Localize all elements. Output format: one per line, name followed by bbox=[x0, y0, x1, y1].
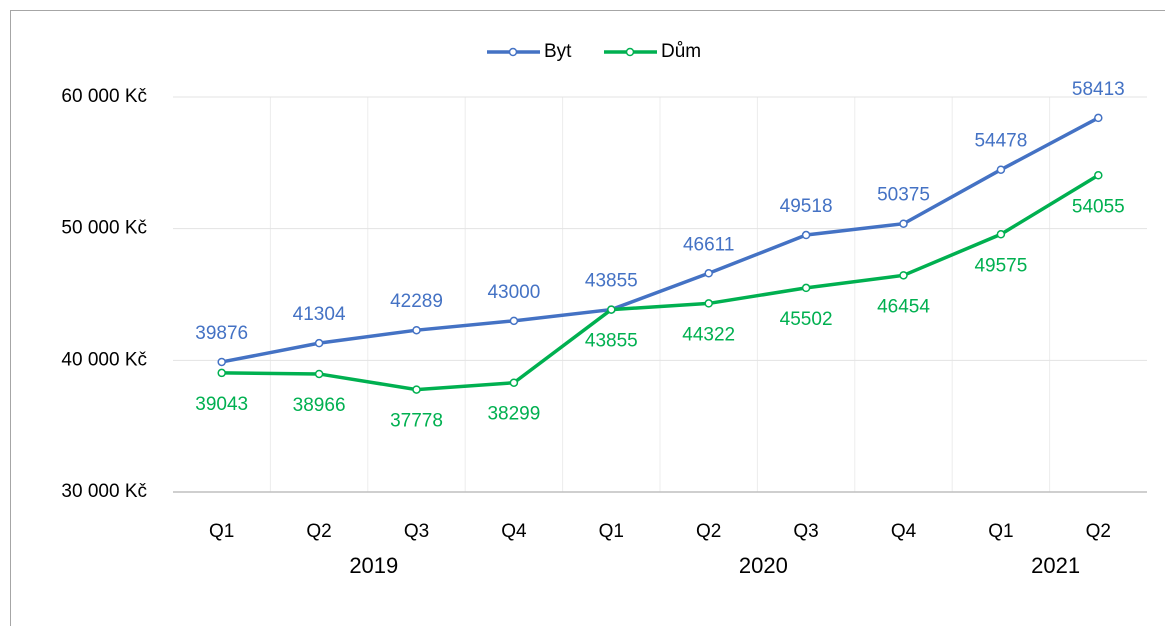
y-tick-label: 60 000 Kč bbox=[61, 86, 147, 107]
data-label: 43855 bbox=[585, 271, 638, 292]
data-point bbox=[412, 325, 421, 335]
legend-marker bbox=[625, 47, 635, 57]
data-label: 58413 bbox=[1072, 79, 1125, 100]
data-label: 37778 bbox=[390, 411, 443, 432]
data-point bbox=[314, 369, 324, 379]
data-label: 44322 bbox=[682, 324, 735, 345]
x-tick-label: Q3 bbox=[404, 521, 429, 542]
data-point bbox=[217, 368, 226, 378]
data-point bbox=[217, 357, 226, 367]
x-tick-label: Q2 bbox=[306, 521, 331, 542]
data-label: 41304 bbox=[293, 304, 346, 325]
data-point bbox=[996, 165, 1006, 174]
data-label: 38299 bbox=[487, 404, 540, 425]
chart-border bbox=[10, 10, 1165, 626]
series-line bbox=[221, 173, 1100, 392]
data-label: 46611 bbox=[683, 234, 734, 255]
data-point bbox=[704, 299, 713, 308]
x-tick-label: Q2 bbox=[696, 521, 721, 542]
data-label: 50375 bbox=[877, 185, 930, 206]
data-label: 43000 bbox=[487, 282, 540, 303]
data-point bbox=[801, 230, 811, 240]
data-label: 43855 bbox=[585, 331, 638, 352]
data-label: 45502 bbox=[780, 309, 833, 330]
x-tick-label: Q2 bbox=[1086, 521, 1111, 542]
y-tick-label: 50 000 Kč bbox=[61, 218, 147, 239]
legend-marker bbox=[508, 47, 518, 57]
x-tick-label: Q3 bbox=[793, 521, 818, 542]
data-point bbox=[607, 305, 616, 314]
series-line bbox=[221, 116, 1100, 364]
data-point bbox=[1094, 113, 1103, 123]
x-tick-label: Q1 bbox=[988, 521, 1013, 542]
x-tick-label: Q4 bbox=[501, 521, 527, 542]
data-point bbox=[314, 338, 324, 348]
x-tick-label: Q1 bbox=[599, 521, 624, 542]
data-point bbox=[899, 271, 908, 280]
data-label: 39876 bbox=[195, 323, 248, 344]
data-label: 39043 bbox=[195, 394, 248, 415]
data-label: 49518 bbox=[780, 196, 833, 217]
x-tick-label: Q4 bbox=[891, 521, 917, 542]
y-tick-label: 40 000 Kč bbox=[61, 349, 147, 370]
data-label: 54478 bbox=[974, 131, 1027, 152]
x-group-label: 2019 bbox=[349, 553, 398, 578]
data-point bbox=[801, 283, 811, 293]
y-tick-label: 30 000 Kč bbox=[61, 481, 147, 502]
data-point bbox=[899, 219, 908, 228]
legend-label: Byt bbox=[544, 41, 572, 62]
x-group-label: 2020 bbox=[739, 553, 788, 578]
data-point bbox=[996, 230, 1006, 239]
data-label: 54055 bbox=[1072, 196, 1125, 217]
data-point bbox=[509, 316, 519, 326]
data-point bbox=[509, 378, 519, 387]
legend-label: Dům bbox=[661, 41, 701, 62]
x-group-label: 2021 bbox=[1031, 553, 1080, 578]
x-tick-label: Q1 bbox=[209, 521, 234, 542]
data-point bbox=[412, 385, 421, 394]
data-point bbox=[704, 269, 713, 278]
data-label: 38966 bbox=[293, 395, 346, 416]
data-label: 42289 bbox=[390, 291, 443, 312]
data-label: 49575 bbox=[974, 255, 1027, 276]
data-label: 46454 bbox=[877, 296, 930, 317]
data-point bbox=[1094, 171, 1103, 180]
